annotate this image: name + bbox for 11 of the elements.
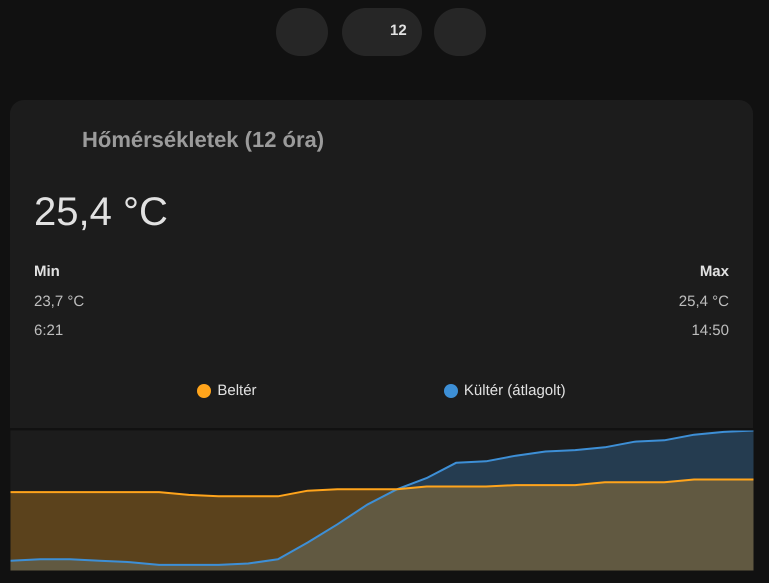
text: 23,7 °C: [34, 292, 84, 312]
chart-title: Hőmérsékletek (12 óra): [82, 126, 324, 154]
text: Max: [700, 262, 729, 282]
text: Min: [34, 262, 60, 282]
text: 6:21: [34, 321, 64, 341]
legend-label: Kültér (átlagolt): [462, 381, 566, 401]
text: 14:50: [691, 321, 729, 341]
text: 25,4 °C: [34, 189, 168, 236]
text: 12: [390, 21, 407, 41]
text: 25,4 °C: [678, 292, 729, 312]
legend-label: Beltér: [216, 381, 257, 401]
